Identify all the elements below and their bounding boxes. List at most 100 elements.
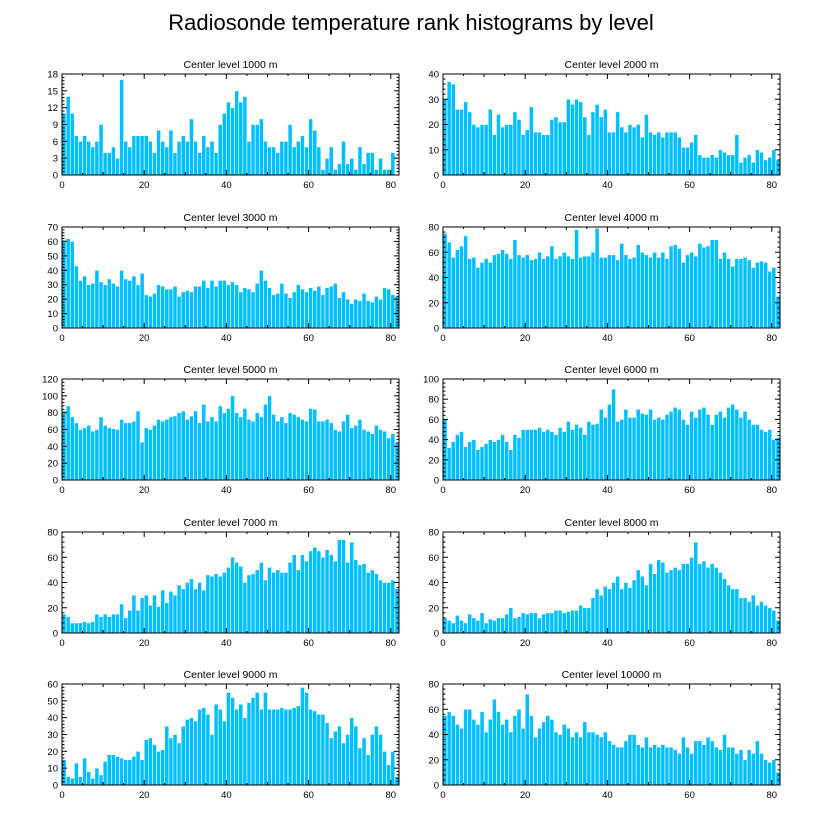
y-tick-label: 6 (53, 137, 58, 148)
histogram-bar (106, 616, 112, 634)
histogram-bar (639, 575, 645, 634)
histogram-bar (271, 708, 277, 786)
y-tick-label: 60 (47, 680, 58, 691)
histogram-bar (528, 106, 534, 176)
histogram-bar (471, 719, 477, 786)
histogram-bar (176, 412, 182, 481)
histogram-bar (254, 569, 260, 634)
histogram-bar (607, 588, 612, 634)
y-tick-label: 0 (434, 324, 439, 335)
histogram-bar (635, 744, 641, 786)
x-tick-label: 60 (303, 180, 314, 191)
histogram-bar (463, 101, 468, 176)
histogram-bar (172, 415, 178, 481)
histogram-bar (590, 424, 596, 481)
histogram-bar (623, 131, 629, 176)
histogram-bar (275, 293, 281, 329)
histogram-bar (111, 146, 116, 176)
histogram-bar (160, 420, 166, 481)
histogram-bar (586, 255, 592, 329)
histogram-bar (324, 549, 330, 634)
histogram-bar (213, 152, 219, 176)
histogram-bar (545, 429, 551, 481)
histogram-bar (594, 423, 600, 481)
histogram-bar (639, 136, 645, 176)
histogram-bar (263, 280, 268, 329)
histogram-bar (685, 563, 690, 634)
x-tick-label: 40 (221, 180, 232, 191)
histogram-bar (627, 258, 633, 329)
x-tick-label: 40 (221, 790, 232, 801)
histogram-bar (668, 569, 674, 634)
histogram-bar (681, 736, 686, 786)
histogram-bar (648, 746, 653, 786)
histogram-bar (512, 434, 518, 481)
histogram-bar (135, 751, 141, 786)
histogram-bar (487, 109, 493, 176)
histogram-bar (369, 734, 375, 786)
histogram-bar (467, 111, 473, 176)
histogram-bar (275, 420, 281, 481)
histogram-bar (528, 259, 534, 329)
histogram-bar (234, 708, 240, 786)
histogram-bar (226, 101, 231, 176)
histogram-bar (582, 434, 588, 481)
histogram-bar (258, 118, 264, 176)
histogram-bar (197, 582, 203, 634)
y-tick-label: 20 (428, 455, 439, 466)
histogram-bar (537, 251, 542, 329)
histogram-bar (127, 146, 133, 176)
histogram-bar (722, 151, 727, 176)
histogram-bar (565, 98, 571, 176)
histogram-bar (656, 559, 662, 634)
histogram-bar (755, 740, 760, 786)
histogram-bar (189, 291, 194, 329)
histogram-bar (258, 416, 264, 481)
x-tick-label: 80 (385, 790, 396, 801)
histogram-bar (250, 124, 256, 176)
histogram-bar (742, 256, 748, 329)
histogram-bar (701, 157, 707, 176)
histogram-bar (90, 430, 96, 481)
histogram-bar (541, 721, 547, 786)
histogram-bar (635, 124, 641, 176)
histogram-bar (221, 720, 227, 786)
histogram-bar (520, 429, 526, 481)
histogram-bar (332, 730, 338, 786)
histogram-bar (304, 146, 309, 176)
histogram-bar (127, 280, 133, 329)
histogram-bar (90, 621, 96, 634)
histogram-bar (672, 131, 678, 176)
histogram-bar (520, 727, 526, 786)
axis-ticks (61, 378, 399, 481)
histogram-bar (734, 588, 740, 634)
histogram-bar (172, 285, 178, 329)
histogram-bar (767, 157, 773, 176)
y-tick-label: 50 (47, 251, 58, 262)
x-tick-label: 80 (766, 790, 777, 801)
histogram-bar (582, 607, 588, 634)
histogram-bar (74, 762, 79, 786)
histogram-bar (209, 141, 215, 176)
histogram-bar (656, 131, 662, 176)
histogram-bar (308, 408, 313, 481)
histogram-bar (446, 241, 452, 329)
histogram-bar (508, 731, 514, 786)
histogram-bar (357, 419, 363, 481)
histogram-bar (549, 612, 555, 634)
histogram-bar (553, 609, 559, 634)
histogram-bar (676, 753, 682, 786)
histogram-bar (549, 119, 555, 176)
histogram-bar (750, 753, 756, 786)
panel-title: Center level 6000 m (565, 364, 659, 376)
histogram-bar (271, 294, 277, 329)
histogram-bar (189, 717, 194, 786)
histogram-bar (734, 258, 740, 329)
histogram-bar (701, 246, 707, 329)
histogram-bar (738, 749, 744, 786)
histogram-bar (221, 572, 227, 634)
histogram-bar (598, 736, 604, 786)
x-tick-label: 60 (684, 180, 695, 191)
histogram-bar (718, 749, 723, 786)
histogram-bar (394, 295, 400, 329)
